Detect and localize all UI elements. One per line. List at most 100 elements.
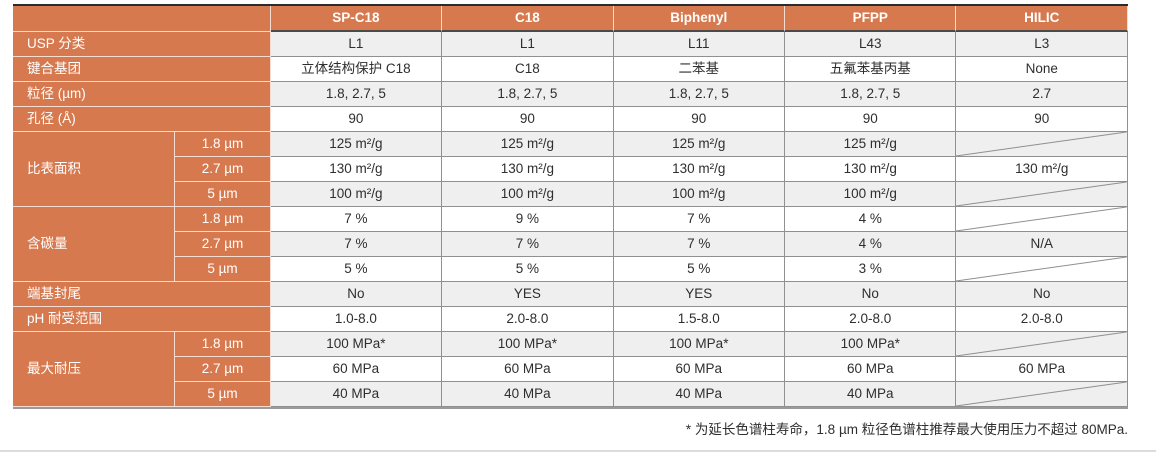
table-cell: No xyxy=(956,282,1128,307)
corner-cell xyxy=(13,6,271,32)
table-cell: 130 m²/g xyxy=(785,157,957,182)
row-max-pressure-5: 5 µm 40 MPa 40 MPa 40 MPa 40 MPa xyxy=(13,382,1128,407)
table-cell: 100 MPa* xyxy=(785,332,957,357)
table-cell: 100 MPa* xyxy=(613,332,786,357)
table-cell: 4 % xyxy=(785,207,957,232)
row-carbon-load-1-8: 含碳量 1.8 µm 7 % 9 % 7 % 4 % xyxy=(13,207,1128,282)
table-cell: 60 MPa xyxy=(956,357,1128,382)
table-cell: 五氟苯基丙基 xyxy=(785,57,957,82)
table-cell: 90 xyxy=(270,107,443,132)
col-header-sp-c18: SP-C18 xyxy=(270,6,443,32)
diagonal-line xyxy=(956,332,1127,356)
table-cell: L1 xyxy=(442,32,614,57)
sub-label: 1.8 µm xyxy=(175,207,271,232)
table-cell: YES xyxy=(613,282,786,307)
row-surface-area-1-8: 比表面积 1.8 µm 125 m²/g 125 m²/g 125 m²/g 1… xyxy=(13,132,1128,207)
table-cell: 1.8, 2.7, 5 xyxy=(270,82,443,107)
table-cell: 1.8, 2.7, 5 xyxy=(613,82,786,107)
sub-label: 2.7 µm xyxy=(175,357,271,382)
row-carbon-load-2-7: 2.7 µm 7 % 7 % 7 % 4 % N/A xyxy=(13,232,1128,257)
row-label: 端基封尾 xyxy=(13,282,271,307)
table-cell: No xyxy=(785,282,957,307)
table-cell: 100 MPa* xyxy=(442,332,614,357)
table-cell: No xyxy=(270,282,443,307)
table-cell: L3 xyxy=(956,32,1128,57)
row-particle-size: 粒径 (µm) 1.8, 2.7, 5 1.8, 2.7, 5 1.8, 2.7… xyxy=(13,82,1128,107)
table-cell: 100 m²/g xyxy=(442,182,614,207)
table-cell: 40 MPa xyxy=(613,382,786,407)
sub-label: 1.8 µm xyxy=(175,332,271,357)
table-cell: 1.0-8.0 xyxy=(270,307,443,332)
table-cell: 1.5-8.0 xyxy=(613,307,786,332)
diagonal-line xyxy=(956,257,1127,281)
row-bonded-group: 键合基团 立体结构保护 C18 C18 二苯基 五氟苯基丙基 None xyxy=(13,57,1128,82)
table-cell: 2.0-8.0 xyxy=(442,307,614,332)
diagonal-line xyxy=(956,207,1127,231)
table-cell: L43 xyxy=(785,32,957,57)
row-max-pressure-2-7: 2.7 µm 60 MPa 60 MPa 60 MPa 60 MPa 60 MP… xyxy=(13,357,1128,382)
diagonal-line xyxy=(956,182,1127,206)
column-spec-table: SP-C18 C18 Biphenyl PFPP HILIC USP 分类 L1… xyxy=(13,4,1128,409)
table-cell: 60 MPa xyxy=(270,357,443,382)
table-cell: 2.7 xyxy=(956,82,1128,107)
row-pore-size: 孔径 (Å) 90 90 90 90 90 xyxy=(13,107,1128,132)
table-cell: 2.0-8.0 xyxy=(956,307,1128,332)
row-label: 键合基团 xyxy=(13,57,271,82)
row-surface-area-5: 5 µm 100 m²/g 100 m²/g 100 m²/g 100 m²/g xyxy=(13,182,1128,207)
sub-label: 1.8 µm xyxy=(175,132,271,157)
table-cell: 40 MPa xyxy=(785,382,957,407)
table-cell: 1.8, 2.7, 5 xyxy=(442,82,614,107)
sub-label: 5 µm xyxy=(175,182,271,207)
table-cell-na xyxy=(956,132,1128,157)
table-cell: 130 m²/g xyxy=(613,157,786,182)
sub-label: 5 µm xyxy=(175,382,271,407)
table-cell: 100 MPa* xyxy=(270,332,443,357)
row-ph-range: pH 耐受范围 1.0-8.0 2.0-8.0 1.5-8.0 2.0-8.0 … xyxy=(13,307,1128,332)
table-cell: 40 MPa xyxy=(270,382,443,407)
row-label: pH 耐受范围 xyxy=(13,307,271,332)
table-cell: 5 % xyxy=(613,257,786,282)
table-cell: 90 xyxy=(956,107,1128,132)
table-cell: 4 % xyxy=(785,232,957,257)
table-cell: 7 % xyxy=(270,207,443,232)
table-cell: YES xyxy=(442,282,614,307)
group-label-carbon-load: 含碳量 xyxy=(13,207,176,282)
footnote: * 为延长色谱柱寿命，1.8 µm 粒径色谱柱推荐最大使用压力不超过 80MPa… xyxy=(685,422,1128,437)
table-cell: L11 xyxy=(613,32,786,57)
sub-label: 5 µm xyxy=(175,257,271,282)
table-cell: None xyxy=(956,57,1128,82)
col-header-biphenyl: Biphenyl xyxy=(613,6,786,32)
row-max-pressure-1-8: 最大耐压 1.8 µm 100 MPa* 100 MPa* 100 MPa* 1… xyxy=(13,332,1128,407)
table-cell: 1.8, 2.7, 5 xyxy=(785,82,957,107)
table-cell: N/A xyxy=(956,232,1128,257)
row-usp: USP 分类 L1 L1 L11 L43 L3 xyxy=(13,32,1128,57)
row-label: 孔径 (Å) xyxy=(13,107,271,132)
group-label-max-pressure: 最大耐压 xyxy=(13,332,176,407)
table-cell: 立体结构保护 C18 xyxy=(270,57,443,82)
table-cell: 9 % xyxy=(442,207,614,232)
table-cell: 40 MPa xyxy=(442,382,614,407)
sub-label: 2.7 µm xyxy=(175,232,271,257)
diagonal-line xyxy=(956,382,1127,406)
table-cell: 100 m²/g xyxy=(613,182,786,207)
header-row: SP-C18 C18 Biphenyl PFPP HILIC xyxy=(13,6,1128,32)
diagonal-line xyxy=(956,132,1127,156)
sub-label: 2.7 µm xyxy=(175,157,271,182)
table-cell: 125 m²/g xyxy=(613,132,786,157)
table-cell-na xyxy=(956,207,1128,232)
table-cell: 60 MPa xyxy=(442,357,614,382)
row-carbon-load-5: 5 µm 5 % 5 % 5 % 3 % xyxy=(13,257,1128,282)
row-label: USP 分类 xyxy=(13,32,271,57)
row-endcapping: 端基封尾 No YES YES No No xyxy=(13,282,1128,307)
table-cell: 130 m²/g xyxy=(956,157,1128,182)
table-cell: 5 % xyxy=(442,257,614,282)
table-cell-na xyxy=(956,332,1128,357)
col-header-pfpp: PFPP xyxy=(785,6,957,32)
table-cell: L1 xyxy=(270,32,443,57)
page-divider xyxy=(0,450,1156,452)
table-cell: 7 % xyxy=(270,232,443,257)
row-surface-area-2-7: 2.7 µm 130 m²/g 130 m²/g 130 m²/g 130 m²… xyxy=(13,157,1128,182)
table-cell: 90 xyxy=(442,107,614,132)
group-label-surface-area: 比表面积 xyxy=(13,132,176,207)
